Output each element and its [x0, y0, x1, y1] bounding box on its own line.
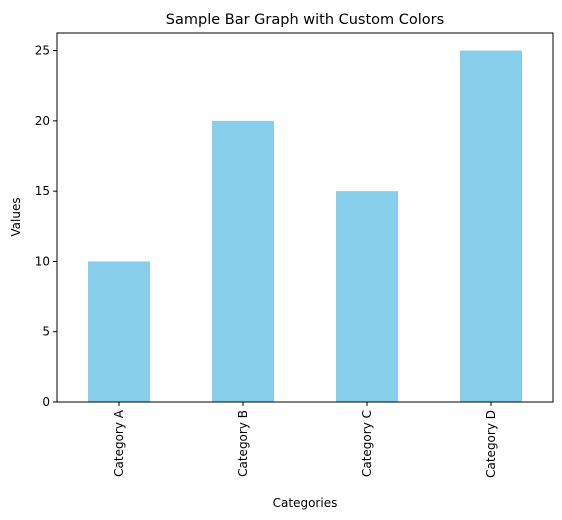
y-tick-label: 0: [42, 395, 50, 409]
bar-category-b: [212, 120, 274, 402]
bar-category-a: [88, 261, 150, 402]
y-tick-label: 10: [35, 254, 50, 268]
y-tick-label: 20: [35, 114, 50, 128]
x-axis-ticks: Category A Category B Category C Category D: [112, 402, 498, 478]
y-axis-ticks: 0 5 10 15 20 25: [35, 44, 57, 409]
x-tick-label: Category D: [484, 410, 498, 478]
x-tick-label: Category A: [112, 409, 126, 477]
x-axis-label: Categories: [273, 496, 338, 510]
y-tick-label: 25: [35, 44, 50, 58]
bar-category-c: [336, 191, 398, 402]
plot-frame: [56, 32, 554, 403]
y-tick-label: 15: [35, 184, 50, 198]
bars: [88, 50, 522, 402]
chart-title: Sample Bar Graph with Custom Colors: [166, 12, 444, 28]
x-tick-label: Category B: [236, 410, 250, 477]
x-tick-label: Category C: [360, 410, 374, 477]
bar-category-d: [460, 50, 522, 402]
y-axis-label: Values: [9, 197, 23, 236]
y-tick-label: 5: [42, 325, 50, 339]
